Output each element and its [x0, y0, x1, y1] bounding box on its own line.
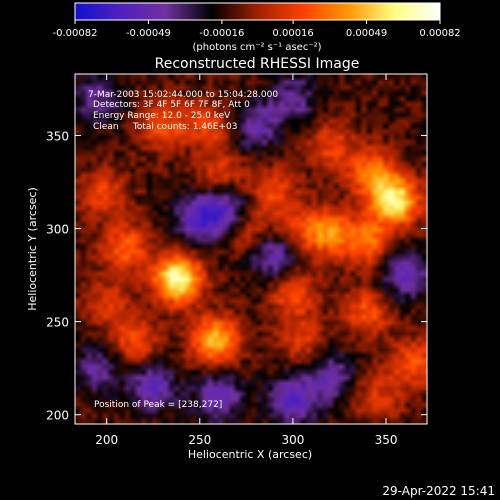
x-axis-ticks: 200 250 300 350 [95, 74, 397, 447]
info-line-time: 7-Mar-2003 15:02:44.000 to 15:04:28.000 [88, 90, 278, 100]
x-tick-label: 250 [188, 433, 211, 447]
y-tick-label: 200 [46, 409, 69, 423]
colorbar: -0.00082 -0.00049 -0.00016 0.00016 0.00049 0.… [53, 2, 461, 53]
heatmap-image [75, 74, 427, 424]
colorbar-tick-label: -0.00082 [53, 28, 98, 39]
colorbar-tick-label: -0.00049 [126, 28, 171, 39]
info-line-detectors: Detectors: 3F 4F 5F 6F 7F 8F, Att 0 [93, 100, 250, 110]
colorbar-tick-label: 0.00082 [419, 28, 460, 39]
y-tick-label: 250 [46, 316, 69, 330]
colorbar-tick-label: 0.00049 [346, 28, 387, 39]
plot-area: 200 250 300 350 200 250 300 350 [46, 73, 428, 447]
peak-position-label: Position of Peak = [238,272] [94, 400, 222, 410]
colorbar-units-label: (photons cm⁻² s⁻¹ asec⁻²) [192, 42, 321, 53]
y-axis-ticks: 200 250 300 350 [46, 129, 427, 423]
y-tick-label: 300 [46, 223, 69, 237]
observation-info: 7-Mar-2003 15:02:44.000 to 15:04:28.000 … [88, 90, 278, 132]
x-tick-label: 300 [281, 433, 304, 447]
y-axis-label: Heliocentric Y (arcsec) [26, 187, 39, 311]
colorbar-gradient [74, 2, 441, 21]
x-axis-label: Heliocentric X (arcsec) [188, 448, 312, 461]
plot-frame [74, 73, 428, 425]
colorbar-tick-label: 0.00016 [272, 28, 313, 39]
info-line-energy: Energy Range: 12.0 - 25.0 keV [93, 111, 231, 121]
y-tick-label: 350 [46, 129, 69, 143]
chart-title: Reconstructed RHESSI Image [155, 56, 360, 72]
colorbar-ticks: -0.00082 -0.00049 -0.00016 0.00016 0.00049 0.… [53, 20, 461, 39]
colorbar-tick-label: -0.00016 [199, 28, 244, 39]
x-tick-label: 350 [375, 433, 398, 447]
info-line-clean: Clean Total counts: 1.46E+03 [93, 122, 237, 132]
x-tick-label: 200 [95, 433, 118, 447]
timestamp: 29-Apr-2022 15:41 [382, 484, 495, 498]
